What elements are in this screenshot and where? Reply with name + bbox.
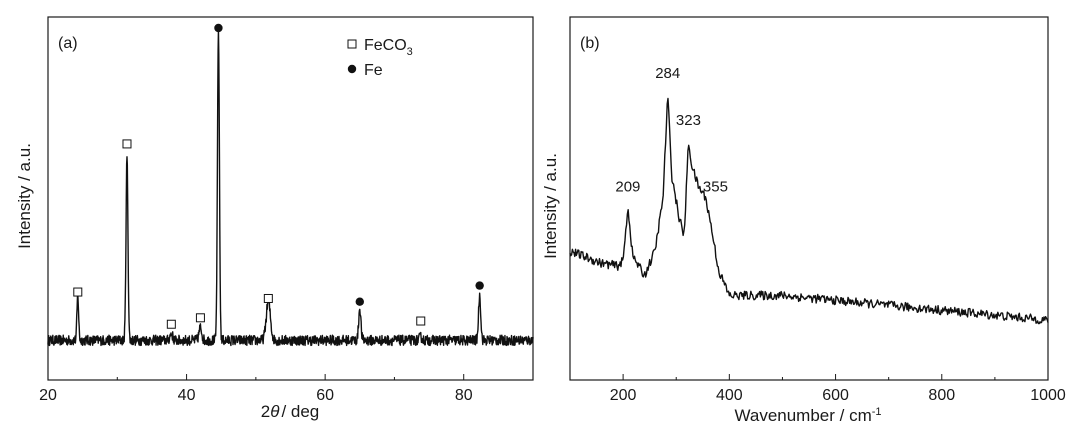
legend-circle-icon bbox=[347, 64, 357, 74]
fe-marker bbox=[355, 297, 364, 306]
y-axis-label-b: Intensity / a.u. bbox=[541, 153, 560, 259]
feco3-marker bbox=[195, 313, 205, 323]
fe-marker bbox=[475, 281, 484, 290]
peak-label: 284 bbox=[655, 65, 680, 82]
peak-label: 355 bbox=[703, 179, 728, 196]
x-axis-label-a: 2θ / deg bbox=[261, 402, 320, 421]
x-tick-label-b: 1000 bbox=[1030, 387, 1066, 404]
legend-label: FeCO3 bbox=[364, 37, 413, 58]
feco3-marker bbox=[416, 316, 426, 326]
panel-label-a: (a) bbox=[58, 35, 78, 52]
x-tick-label-b: 600 bbox=[822, 387, 849, 404]
legend-square-icon bbox=[347, 39, 357, 49]
xrd-trace bbox=[47, 28, 534, 347]
feco3-marker bbox=[166, 319, 176, 329]
feco3-marker bbox=[122, 139, 132, 149]
x-tick-label-b: 800 bbox=[928, 387, 955, 404]
peak-label: 209 bbox=[615, 179, 640, 196]
x-tick-label-a: 60 bbox=[316, 387, 334, 404]
panel-b: (b) Intensity / a.u. Wavenumber / cm-1 2… bbox=[541, 16, 1066, 425]
peak-label: 323 bbox=[676, 112, 701, 129]
fe-marker bbox=[214, 23, 223, 33]
x-tick-label-a: 40 bbox=[178, 387, 196, 404]
legend-label: Fe bbox=[364, 62, 383, 79]
feco3-marker bbox=[263, 293, 273, 303]
panel-label-b: (b) bbox=[580, 35, 600, 52]
plot-frame-b bbox=[569, 16, 1049, 381]
plot-frame-a bbox=[47, 16, 534, 381]
legend-a: FeCO3 Fe bbox=[347, 37, 413, 79]
y-axis-label-a: Intensity / a.u. bbox=[15, 143, 34, 249]
feco3-marker bbox=[73, 287, 83, 297]
x-tick-label-b: 200 bbox=[610, 387, 637, 404]
x-tick-label-a: 80 bbox=[455, 387, 473, 404]
x-tick-label-b: 400 bbox=[716, 387, 743, 404]
raman-trace bbox=[569, 97, 1049, 325]
x-tick-label-a: 20 bbox=[39, 387, 57, 404]
panel-a: (a) Intensity / a.u. 2θ / deg 20 40 60 80 Fe… bbox=[15, 16, 534, 421]
x-axis-label-b: Wavenumber / cm-1 bbox=[734, 406, 881, 425]
